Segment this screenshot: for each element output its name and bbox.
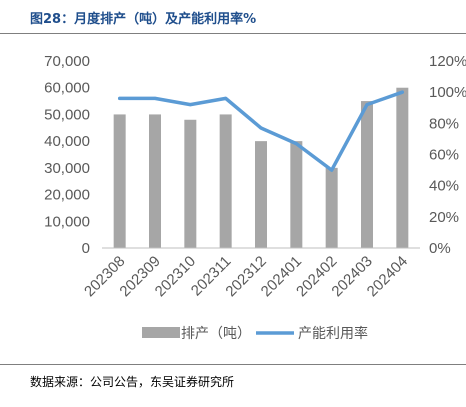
right-tick-label: 60% bbox=[429, 147, 459, 164]
right-axis: 0% 20% 40% 60% 80% 100% 120% bbox=[429, 53, 466, 257]
source-note: 数据来源：公司公告，东吴证券研究所 bbox=[30, 375, 235, 389]
left-tick-label: 40,000 bbox=[44, 133, 90, 150]
right-tick-label: 0% bbox=[429, 240, 451, 257]
line-series bbox=[117, 90, 405, 172]
bar bbox=[113, 114, 126, 248]
bar bbox=[149, 114, 161, 248]
line-point bbox=[259, 126, 263, 130]
right-tick-label: 20% bbox=[429, 209, 459, 226]
left-tick-label: 10,000 bbox=[44, 213, 90, 230]
bar bbox=[396, 87, 409, 248]
right-tick-label: 120% bbox=[429, 53, 466, 70]
right-tick-label: 80% bbox=[429, 115, 459, 132]
legend-line-label: 产能利用率 bbox=[298, 325, 368, 342]
left-tick-label: 50,000 bbox=[44, 106, 90, 123]
legend: 排产（吨） 产能利用率 bbox=[142, 325, 368, 342]
chart: 0 10,000 20,000 30,000 40,000 50,000 60,000 70,… bbox=[44, 53, 466, 342]
figure-title: 图28：月度排产（吨）及产能利用率% bbox=[30, 12, 257, 27]
bar bbox=[290, 141, 303, 248]
bar bbox=[219, 114, 232, 248]
right-tick-label: 100% bbox=[429, 84, 466, 101]
line-point bbox=[365, 103, 369, 107]
bottom-divider bbox=[0, 364, 466, 365]
legend-bar-label: 排产（吨） bbox=[181, 326, 251, 342]
left-tick-label: 0 bbox=[82, 240, 90, 257]
left-axis: 0 10,000 20,000 30,000 40,000 50,000 60,000 70,… bbox=[44, 53, 90, 257]
left-tick-label: 70,000 bbox=[44, 53, 90, 70]
line-point bbox=[224, 96, 228, 100]
bar bbox=[255, 141, 267, 248]
bar bbox=[325, 167, 338, 248]
left-tick-label: 20,000 bbox=[44, 187, 90, 204]
line-point bbox=[330, 168, 334, 172]
bar bbox=[184, 119, 197, 249]
top-divider bbox=[0, 33, 466, 34]
legend-bar-swatch bbox=[142, 327, 180, 338]
line-point bbox=[118, 96, 122, 100]
right-tick-label: 40% bbox=[429, 178, 459, 195]
x-axis: 2023082023092023102023112023122024012024… bbox=[81, 253, 411, 300]
line-point bbox=[188, 103, 192, 107]
left-tick-label: 30,000 bbox=[44, 160, 90, 177]
line-point bbox=[400, 90, 404, 94]
line-point bbox=[294, 142, 298, 146]
bar bbox=[361, 101, 373, 248]
line-point bbox=[153, 96, 157, 100]
bar-series bbox=[113, 87, 409, 249]
left-tick-label: 60,000 bbox=[44, 80, 90, 97]
